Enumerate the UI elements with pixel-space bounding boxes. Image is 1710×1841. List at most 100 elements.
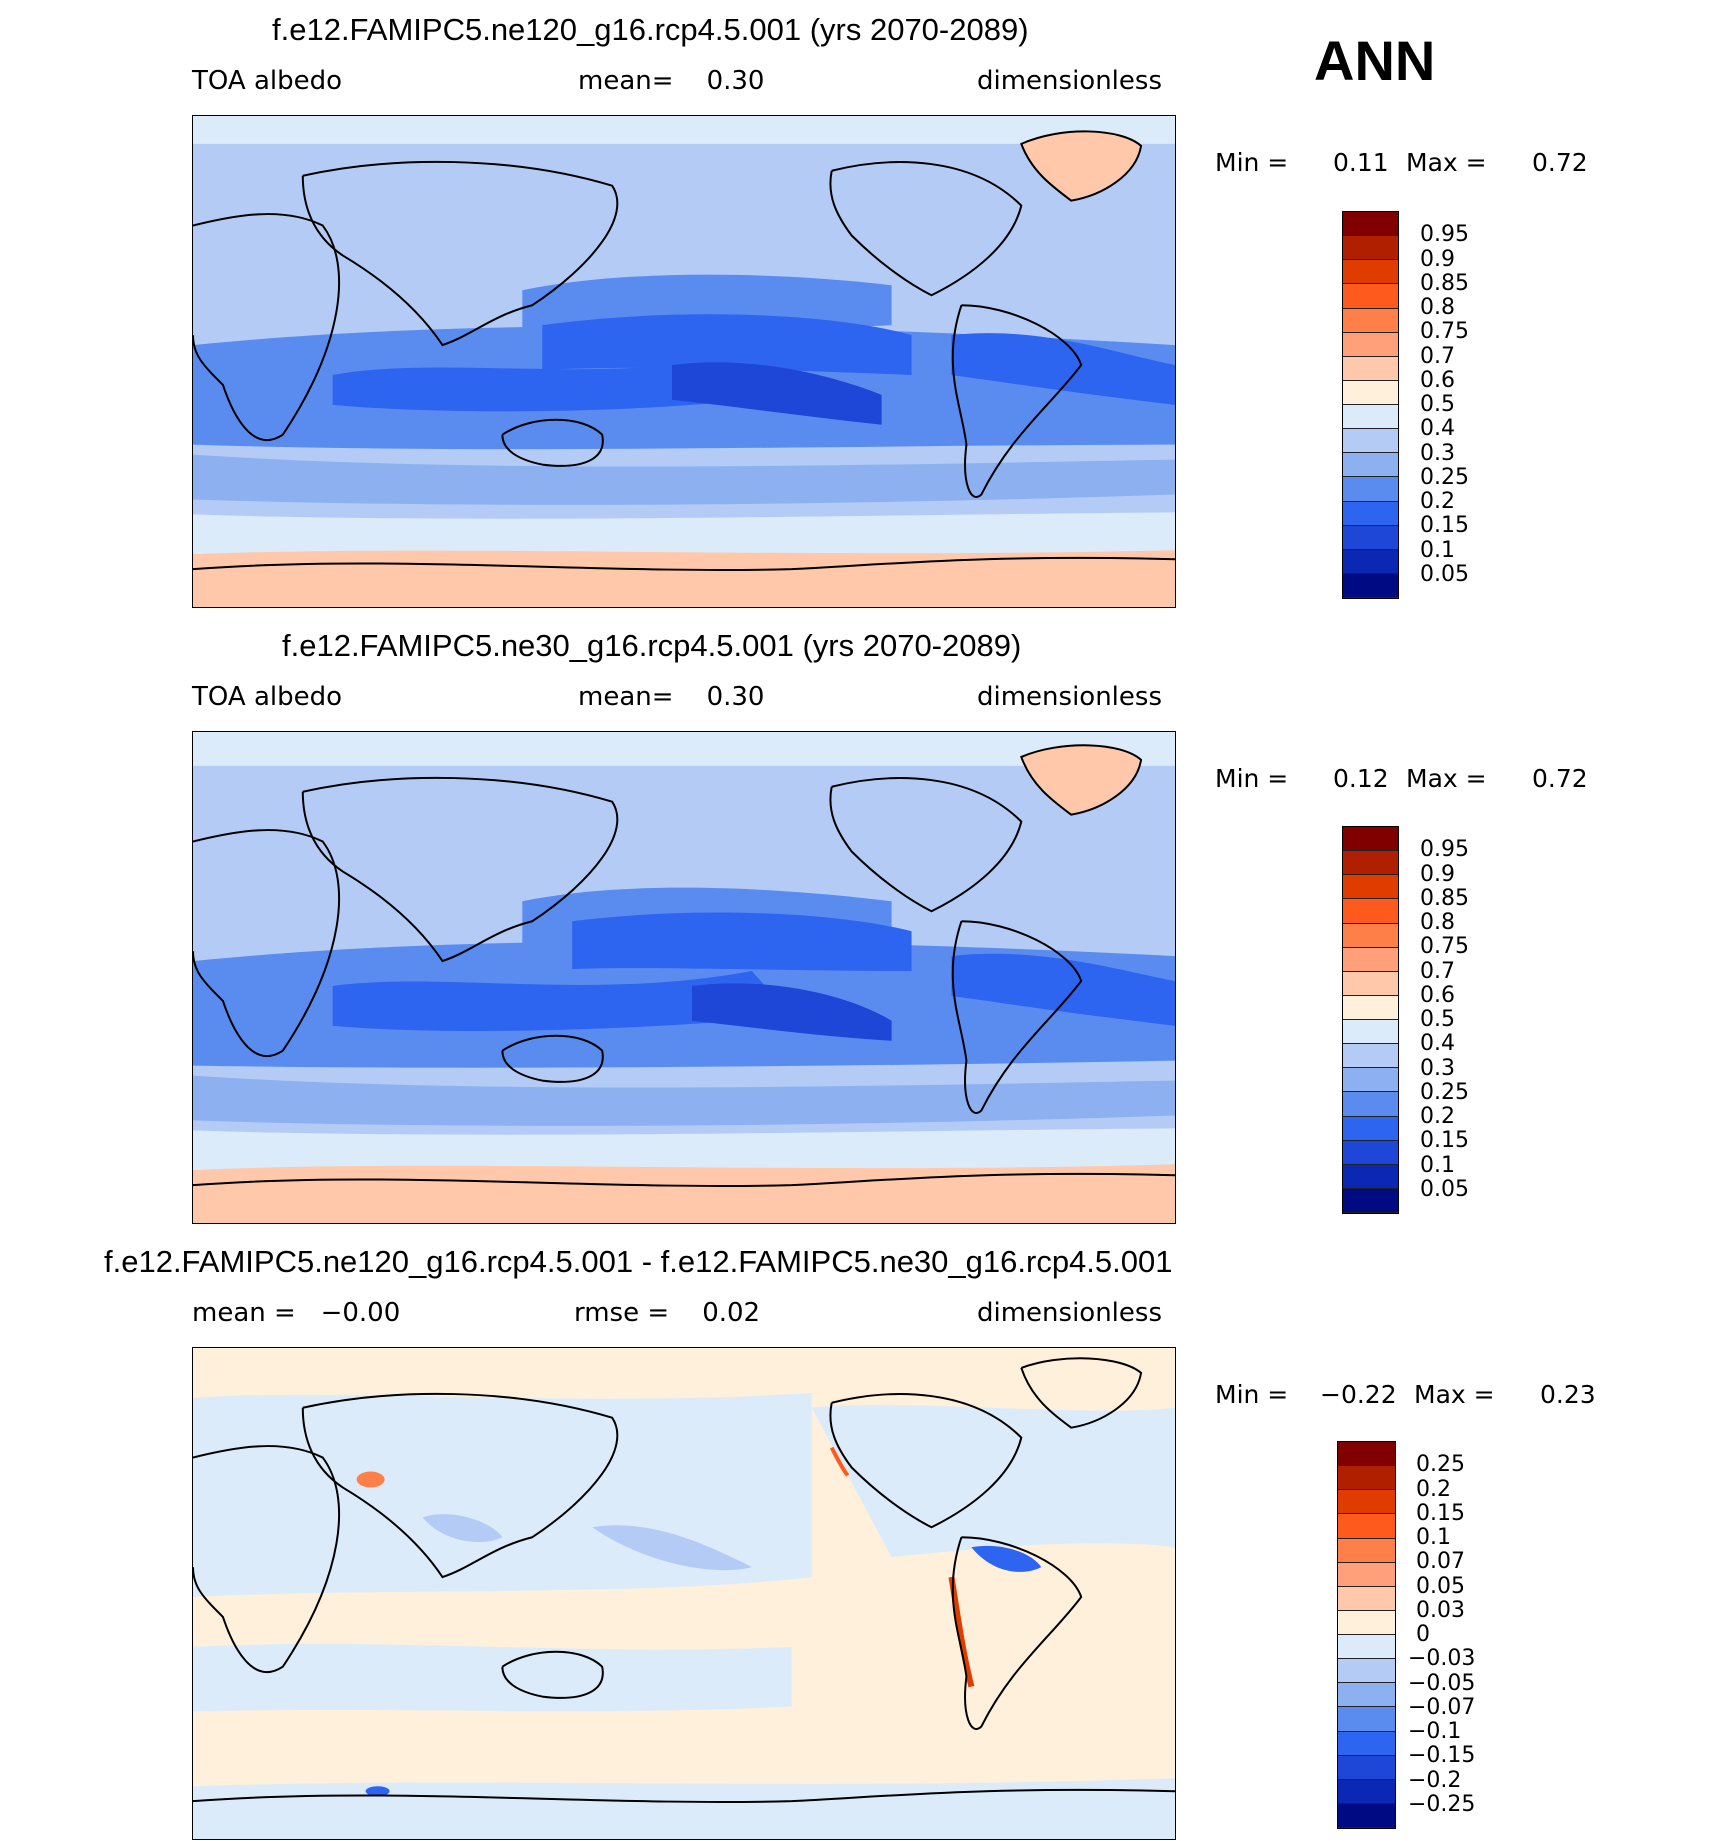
colorbar-box <box>1343 1140 1398 1165</box>
colorbar-box <box>1343 851 1398 876</box>
colorbar-box <box>1343 332 1398 357</box>
colorbar-box <box>1338 1683 1395 1708</box>
colorbar-box <box>1343 429 1398 454</box>
colorbar-tick-label: 0.25 <box>1416 1452 1465 1478</box>
colorbar-tick-label: 0.2 <box>1416 1476 1451 1502</box>
panel-1-min-label: Min = <box>1215 148 1289 177</box>
colorbar-box <box>1338 1635 1395 1660</box>
panel-2-title: f.e12.FAMIPC5.ne30_g16.rcp4.5.001 (yrs 2… <box>282 628 1022 663</box>
panel-2-colorbar-labels: 0.95 0.9 0.85 0.8 0.75 0.7 0.6 0.5 0.4 0.3 0.25 0.2… <box>1412 826 1492 1214</box>
colorbar-box <box>1343 1188 1398 1213</box>
colorbar-box <box>1338 1514 1395 1539</box>
panel-1-min-value: 0.11 <box>1333 148 1389 177</box>
colorbar-tick-label: −0.2 <box>1408 1767 1462 1793</box>
colorbar-box <box>1343 947 1398 972</box>
colorbar-tick-label: 0.03 <box>1416 1597 1465 1623</box>
colorbar-box <box>1338 1610 1395 1635</box>
panel-1-units-label: dimensionless <box>977 66 1162 96</box>
colorbar-tick-label: 0.5 <box>1420 1007 1455 1032</box>
colorbar-tick-label: 0.05 <box>1420 561 1469 587</box>
panel-2-min-value: 0.12 <box>1333 764 1389 793</box>
panel-3-map <box>192 1347 1176 1840</box>
panel-1-mean-label: mean= 0.30 <box>578 66 765 96</box>
panel-3-max-value: 0.23 <box>1540 1380 1596 1409</box>
panel-2-variable-label: TOA albedo <box>192 682 343 712</box>
panel-1-variable-label: TOA albedo <box>192 66 343 96</box>
panel-2-mean-label: mean= 0.30 <box>578 682 765 712</box>
colorbar-tick-label: 0.15 <box>1420 1128 1469 1154</box>
panel-2-min-label: Min = <box>1215 764 1289 793</box>
colorbar-box <box>1343 1116 1398 1141</box>
colorbar-box <box>1343 356 1398 381</box>
panel-3-mean-label: mean = −0.00 <box>192 1298 401 1328</box>
colorbar-tick-label: 0.25 <box>1420 464 1469 490</box>
colorbar-box <box>1343 995 1398 1020</box>
panel-3-max-label: Max = <box>1414 1380 1495 1409</box>
panel-1-max-label: Max = <box>1406 148 1487 177</box>
panel-3-rmse-label: rmse = 0.02 <box>574 1298 761 1328</box>
colorbar-tick-label: 0.4 <box>1420 1031 1455 1057</box>
colorbar-tick-label: 0.7 <box>1420 958 1455 984</box>
colorbar-box <box>1343 260 1398 285</box>
panel-1-title: f.e12.FAMIPC5.ne120_g16.rcp4.5.001 (yrs … <box>272 12 1029 47</box>
colorbar-tick-label: −0.03 <box>1408 1646 1476 1672</box>
colorbar-tick-label: 0.5 <box>1420 392 1455 417</box>
colorbar-box <box>1338 1466 1395 1491</box>
colorbar-box <box>1338 1562 1395 1587</box>
season-label: ANN <box>1314 29 1436 92</box>
panel-3-colorbar-labels: 0.25 0.2 0.15 0.1 0.07 0.05 0.03 0 −0.03 −0.05 −0.… <box>1408 1441 1498 1829</box>
panel-2-max-label: Max = <box>1406 764 1487 793</box>
colorbar-box <box>1343 308 1398 333</box>
colorbar-box <box>1338 1538 1395 1563</box>
colorbar-tick-label: 0.6 <box>1420 367 1455 393</box>
colorbar-box <box>1343 923 1398 948</box>
colorbar-tick-label: 0.05 <box>1416 1573 1465 1599</box>
panel-2-max-value: 0.72 <box>1532 764 1588 793</box>
colorbar-box <box>1343 453 1398 478</box>
colorbar-box <box>1343 477 1398 502</box>
colorbar-tick-label: −0.25 <box>1408 1791 1476 1817</box>
colorbar-box <box>1343 284 1398 309</box>
colorbar-box <box>1338 1442 1395 1467</box>
colorbar-tick-label: −0.15 <box>1408 1743 1476 1769</box>
colorbar-tick-label: 0.85 <box>1420 270 1469 296</box>
colorbar-box <box>1343 875 1398 900</box>
panel-3-units-label: dimensionless <box>977 1298 1162 1328</box>
panel-1-max-value: 0.72 <box>1532 148 1588 177</box>
colorbar-tick-label: 0.8 <box>1420 295 1455 320</box>
colorbar-box <box>1343 971 1398 996</box>
panel-2-units-label: dimensionless <box>977 682 1162 712</box>
colorbar-tick-label: 0.6 <box>1420 982 1455 1008</box>
panel-2-colorbar <box>1342 826 1399 1214</box>
colorbar-tick-label: 0.75 <box>1420 319 1469 345</box>
colorbar-box <box>1343 1164 1398 1189</box>
colorbar-box <box>1338 1707 1395 1732</box>
colorbar-tick-label: 0.85 <box>1420 885 1469 911</box>
colorbar-tick-label: 0.2 <box>1420 1104 1455 1129</box>
colorbar-box <box>1338 1755 1395 1780</box>
colorbar-tick-label: 0.7 <box>1420 343 1455 369</box>
colorbar-box <box>1343 525 1398 550</box>
colorbar-tick-label: 0.3 <box>1420 1055 1455 1081</box>
panel-1-colorbar <box>1342 211 1399 599</box>
colorbar-box <box>1343 1092 1398 1117</box>
colorbar-tick-label: 0.75 <box>1420 934 1469 960</box>
colorbar-box <box>1343 899 1398 924</box>
colorbar-tick-label: 0.15 <box>1420 513 1469 539</box>
colorbar-tick-label: 0.1 <box>1416 1525 1451 1550</box>
colorbar-box <box>1343 212 1398 237</box>
colorbar-tick-label: 0.25 <box>1420 1079 1469 1105</box>
colorbar-tick-label: 0 <box>1416 1622 1430 1647</box>
colorbar-box <box>1338 1779 1395 1804</box>
colorbar-box <box>1343 236 1398 261</box>
colorbar-box <box>1343 1044 1398 1069</box>
colorbar-tick-label: 0.1 <box>1420 537 1455 563</box>
colorbar-box <box>1343 1068 1398 1093</box>
colorbar-box <box>1338 1586 1395 1611</box>
colorbar-tick-label: 0.1 <box>1420 1152 1455 1178</box>
panel-3-min-value: −0.22 <box>1320 1380 1397 1409</box>
panel-3-title: f.e12.FAMIPC5.ne120_g16.rcp4.5.001 - f.e… <box>104 1244 1173 1279</box>
panel-3-colorbar <box>1337 1441 1396 1829</box>
colorbar-tick-label: 0.4 <box>1420 416 1455 442</box>
panel-3-min-label: Min = <box>1215 1380 1289 1409</box>
